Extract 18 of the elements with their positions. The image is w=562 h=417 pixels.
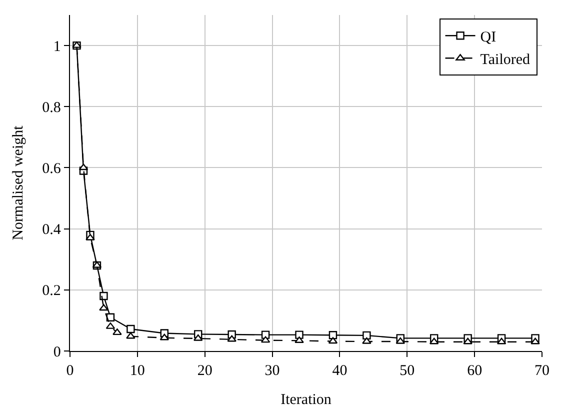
x-axis-title: Iteration bbox=[280, 392, 332, 408]
x-tick-label: 50 bbox=[400, 363, 415, 380]
y-tick-label: 0.2 bbox=[42, 283, 61, 300]
y-axis-title: Normalised weight bbox=[10, 124, 26, 240]
y-tick-label: 1 bbox=[53, 38, 61, 55]
x-tick-label: 0 bbox=[66, 363, 74, 380]
legend-label: Tailored bbox=[480, 52, 531, 68]
x-tick-label: 10 bbox=[130, 363, 145, 380]
y-tick-label: 0.8 bbox=[42, 100, 61, 116]
x-tick-label: 40 bbox=[332, 363, 348, 380]
legend-label: QI bbox=[480, 29, 496, 46]
y-tick-label: 0 bbox=[53, 344, 61, 360]
y-tick-label: 0.6 bbox=[42, 160, 62, 177]
x-tick-label: 30 bbox=[264, 363, 280, 380]
x-tick-label: 20 bbox=[197, 363, 212, 380]
x-tick-label: 60 bbox=[467, 363, 482, 380]
x-tick-label: 70 bbox=[534, 363, 550, 380]
y-tick-label: 0.4 bbox=[42, 222, 62, 238]
